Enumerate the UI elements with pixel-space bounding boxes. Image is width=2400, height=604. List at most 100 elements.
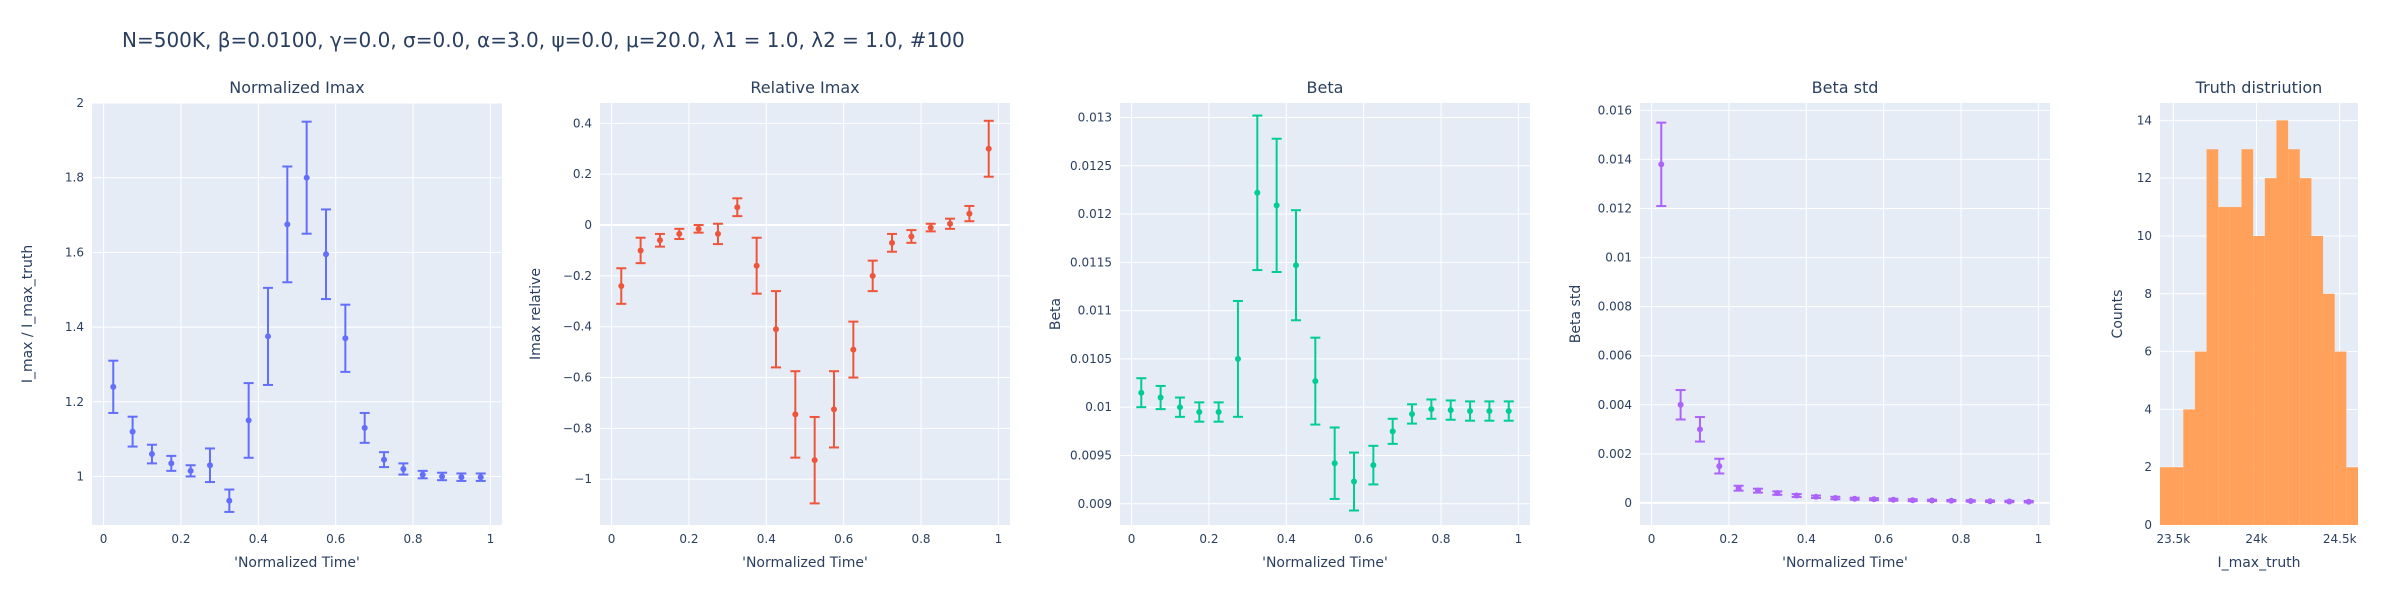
y-tick-label: 12 xyxy=(2137,171,2152,185)
data-point xyxy=(1273,202,1280,209)
y-axis-label: Imax relative xyxy=(528,268,544,360)
y-tick-label: 0 xyxy=(2144,518,2152,532)
y-tick-label: 0.2 xyxy=(573,167,592,181)
data-point xyxy=(1389,428,1396,435)
y-tick-label: 0.0125 xyxy=(1070,159,1112,173)
data-point xyxy=(1793,492,1800,499)
data-point xyxy=(772,326,779,333)
x-tick-label: 0 xyxy=(100,532,108,546)
data-point xyxy=(734,204,741,211)
x-tick-label: 1 xyxy=(1515,532,1523,546)
plot-area-3 xyxy=(1120,103,1530,525)
plot-area-1 xyxy=(92,103,502,525)
x-tick-label: 0.8 xyxy=(403,532,422,546)
data-point xyxy=(381,456,388,463)
data-point xyxy=(1467,408,1474,415)
y-axis-label: Counts xyxy=(2110,290,2126,339)
y-tick-label: 0.0095 xyxy=(1070,448,1112,462)
y-tick-label: 6 xyxy=(2144,345,2152,359)
data-point xyxy=(1157,394,1164,401)
y-tick-label: 10 xyxy=(2137,229,2152,243)
x-tick-label: 24k xyxy=(2245,532,2267,546)
data-point xyxy=(1505,408,1512,415)
subplot-title: Beta xyxy=(1307,78,1344,97)
histogram-bar xyxy=(2311,235,2324,525)
data-point xyxy=(869,272,876,279)
histogram-bar xyxy=(2241,149,2254,525)
data-point xyxy=(129,428,136,435)
y-axis-label: I_max / I_max_truth xyxy=(20,245,36,383)
data-point xyxy=(1196,409,1203,416)
data-point xyxy=(1890,496,1897,503)
subplot-title: Relative Imax xyxy=(750,78,859,97)
data-point xyxy=(206,462,213,469)
data-point xyxy=(1967,497,1974,504)
x-tick-label: 1 xyxy=(2035,532,2043,546)
y-tick-label: 1.4 xyxy=(65,320,84,334)
data-point xyxy=(985,145,992,152)
data-point xyxy=(1871,496,1878,503)
histogram-bar xyxy=(2218,207,2230,525)
data-point xyxy=(342,335,349,342)
data-point xyxy=(1312,378,1319,385)
y-tick-label: 0.008 xyxy=(1598,300,1632,314)
x-tick-label: 23.5k xyxy=(2156,532,2190,546)
x-tick-label: 0 xyxy=(1648,532,1656,546)
data-point xyxy=(148,451,155,458)
data-point xyxy=(264,333,271,340)
data-point xyxy=(1447,407,1454,414)
y-tick-label: 0.012 xyxy=(1598,202,1632,216)
data-point xyxy=(1832,495,1839,502)
plot-area-2 xyxy=(600,103,1010,525)
x-tick-label: 0.4 xyxy=(1277,532,1296,546)
data-point xyxy=(927,224,934,231)
data-point xyxy=(1331,460,1338,467)
data-point xyxy=(637,247,644,254)
data-point xyxy=(1486,408,1493,415)
histogram-bar xyxy=(2288,149,2300,525)
y-tick-label: 0.004 xyxy=(1598,398,1632,412)
data-point xyxy=(1351,478,1358,485)
x-tick-label: 0.8 xyxy=(1431,532,1450,546)
data-point xyxy=(284,221,291,228)
histogram-bar xyxy=(2323,293,2335,525)
subplot-title: Normalized Imax xyxy=(229,78,364,97)
data-point xyxy=(1851,495,1858,502)
x-axis-label: 'Normalized Time' xyxy=(1782,555,1908,571)
plot-area-4 xyxy=(1640,103,2050,525)
y-tick-label: 0.009 xyxy=(1078,497,1112,511)
data-point xyxy=(361,424,368,431)
x-tick-label: 0.6 xyxy=(326,532,345,546)
y-tick-label: 0.4 xyxy=(573,116,592,130)
data-point xyxy=(850,346,857,353)
x-tick-label: 0.6 xyxy=(1874,532,1893,546)
histogram-bar xyxy=(2346,467,2358,525)
x-tick-label: 0.8 xyxy=(1951,532,1970,546)
y-tick-label: −1 xyxy=(574,472,592,486)
y-tick-label: 0.016 xyxy=(1598,103,1632,117)
y-tick-label: 14 xyxy=(2137,113,2152,127)
data-point xyxy=(676,230,683,237)
data-point xyxy=(889,239,896,246)
data-point xyxy=(245,417,252,424)
x-tick-label: 24.5k xyxy=(2323,532,2357,546)
histogram-bar xyxy=(2194,351,2207,525)
data-point xyxy=(303,174,310,181)
histogram-bar xyxy=(2253,235,2265,525)
y-tick-label: 0.002 xyxy=(1598,447,1632,461)
data-point xyxy=(695,225,702,232)
data-point xyxy=(1716,463,1723,470)
histogram-bar xyxy=(2334,351,2347,525)
data-point xyxy=(477,474,484,481)
y-tick-label: 0.014 xyxy=(1598,152,1632,166)
y-tick-label: 0 xyxy=(1624,496,1632,510)
x-axis-label: 'Normalized Time' xyxy=(234,555,360,571)
x-axis-label: 'Normalized Time' xyxy=(742,555,868,571)
data-point xyxy=(168,460,175,467)
x-tick-label: 0.6 xyxy=(1354,532,1373,546)
histogram-bar xyxy=(2183,409,2195,525)
data-point xyxy=(908,233,915,240)
data-point xyxy=(753,262,760,269)
y-tick-label: −0.2 xyxy=(563,269,592,283)
